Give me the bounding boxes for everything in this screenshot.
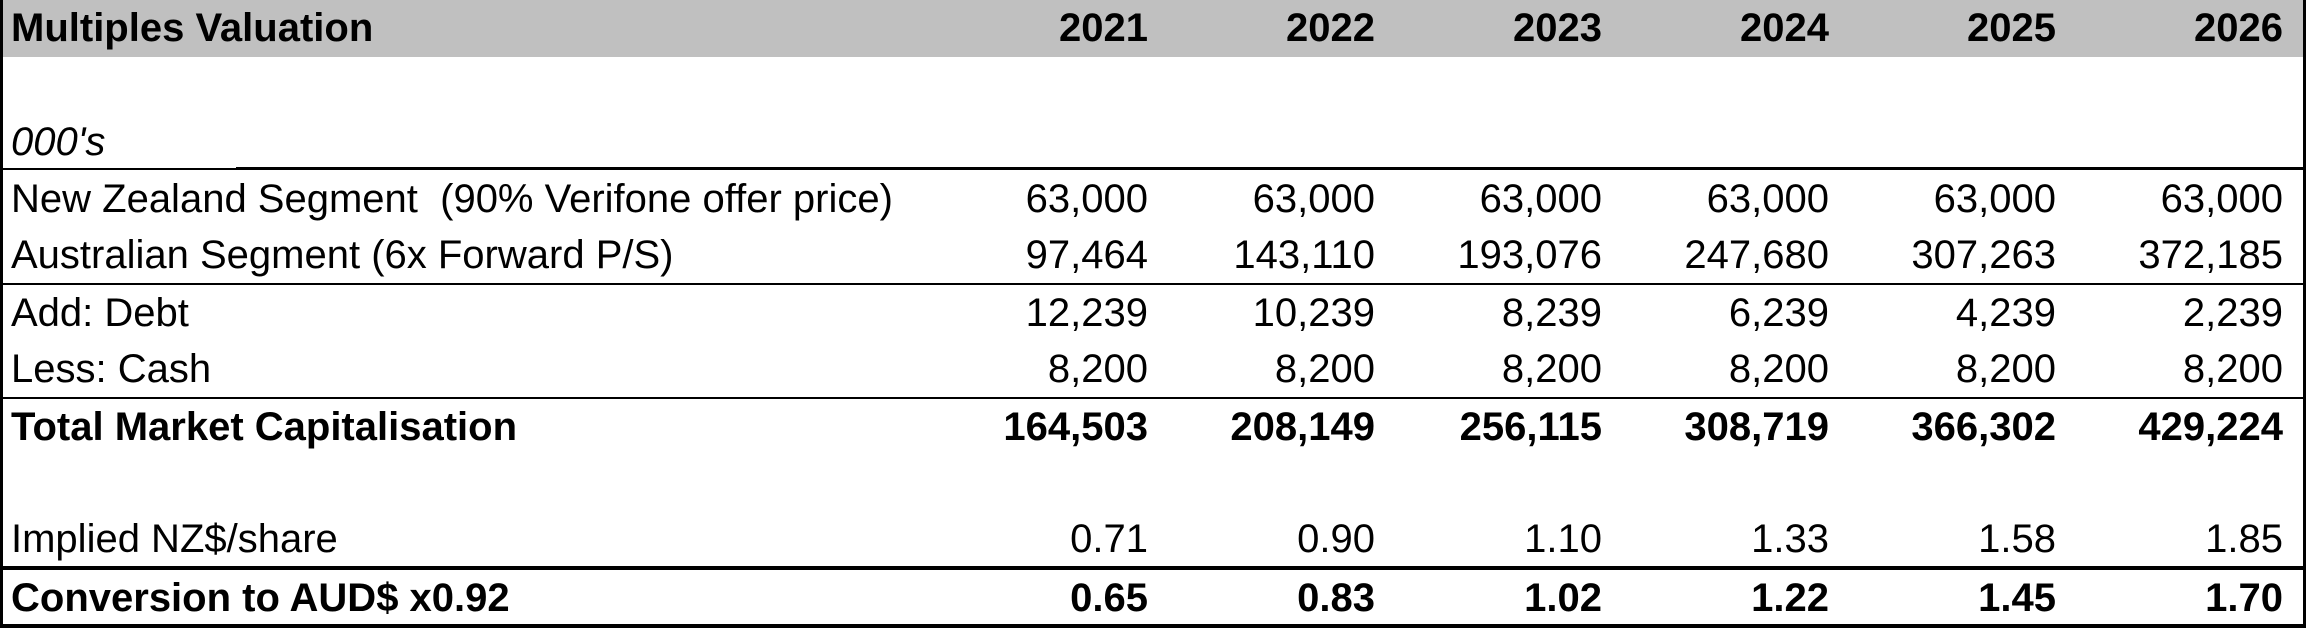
- cell[interactable]: 8,200: [1955, 347, 2056, 391]
- table-header-row: Multiples Valuation 2021 2022 2023 2024 …: [3, 0, 2303, 57]
- cell[interactable]: 1.70: [2205, 576, 2283, 620]
- cell[interactable]: 97,464: [1025, 233, 1148, 277]
- cell[interactable]: 247,680: [1684, 233, 1829, 277]
- cell[interactable]: 8,200: [1047, 347, 1148, 391]
- cell[interactable]: 0.83: [1297, 576, 1375, 620]
- cell[interactable]: 0.71: [1070, 517, 1148, 561]
- year-header-2026[interactable]: 2026: [2194, 6, 2283, 50]
- cell[interactable]: 6,239: [1728, 291, 1829, 335]
- cell[interactable]: 308,719: [1684, 405, 1829, 449]
- row-label[interactable]: Total Market Capitalisation: [11, 405, 518, 449]
- cell[interactable]: 63,000: [2160, 177, 2283, 221]
- table-title: Multiples Valuation: [11, 6, 374, 50]
- cell[interactable]: 307,263: [1911, 233, 2056, 277]
- cell[interactable]: 12,239: [1025, 291, 1148, 335]
- cell[interactable]: 1.02: [1524, 576, 1602, 620]
- table-row-less-cash: Less: Cash 8,200 8,200 8,200 8,200 8,200…: [3, 342, 2303, 399]
- row-label[interactable]: Implied NZ$/share: [11, 517, 338, 561]
- cell[interactable]: 1.22: [1751, 576, 1829, 620]
- year-header-2023[interactable]: 2023: [1513, 6, 1602, 50]
- table-row-add-debt: Add: Debt 12,239 10,239 8,239 6,239 4,23…: [3, 285, 2303, 342]
- row-label[interactable]: New Zealand Segment (90% Verifone offer …: [11, 177, 893, 221]
- row-label[interactable]: Australian Segment (6x Forward P/S): [11, 233, 674, 277]
- cell[interactable]: 0.90: [1297, 517, 1375, 561]
- cell[interactable]: 8,200: [1274, 347, 1375, 391]
- cell[interactable]: 1.10: [1524, 517, 1602, 561]
- cell[interactable]: 164,503: [1003, 405, 1148, 449]
- cell[interactable]: 1.58: [1978, 517, 2056, 561]
- cell[interactable]: 63,000: [1706, 177, 1829, 221]
- table-row-nz-segment: New Zealand Segment (90% Verifone offer …: [3, 171, 2303, 228]
- cell[interactable]: 1.33: [1751, 517, 1829, 561]
- cell[interactable]: 208,149: [1230, 405, 1375, 449]
- cell[interactable]: 366,302: [1911, 405, 2056, 449]
- row-label[interactable]: Add: Debt: [11, 291, 189, 335]
- cell[interactable]: 8,200: [1728, 347, 1829, 391]
- table-row-total-market-cap: Total Market Capitalisation 164,503 208,…: [3, 399, 2303, 456]
- blank-row: [3, 456, 2303, 513]
- cell[interactable]: 2,239: [2182, 291, 2283, 335]
- row-label[interactable]: Less: Cash: [11, 347, 212, 391]
- cell[interactable]: 429,224: [2138, 405, 2283, 449]
- year-header-2022[interactable]: 2022: [1286, 6, 1375, 50]
- cell[interactable]: 4,239: [1955, 291, 2056, 335]
- cell[interactable]: 8,200: [1501, 347, 1602, 391]
- cell[interactable]: 256,115: [1459, 405, 1602, 449]
- cell[interactable]: 63,000: [1025, 177, 1148, 221]
- ruled-line-thick: [236, 167, 2303, 170]
- units-label[interactable]: 000's: [11, 120, 106, 164]
- ruled-line-thin: [3, 168, 236, 170]
- cell[interactable]: 8,200: [2182, 347, 2283, 391]
- year-header-2025[interactable]: 2025: [1967, 6, 2056, 50]
- cell[interactable]: 1.85: [2205, 517, 2283, 561]
- table-row-implied-nzd-share: Implied NZ$/share 0.71 0.90 1.10 1.33 1.…: [3, 513, 2303, 570]
- table-row-conversion-aud: Conversion to AUD$ x0.92 0.65 0.83 1.02 …: [3, 570, 2303, 624]
- blank-row: [3, 57, 2303, 114]
- cell[interactable]: 1.45: [1978, 576, 2056, 620]
- units-row: 000's: [3, 114, 2303, 171]
- cell[interactable]: 0.65: [1070, 576, 1148, 620]
- cell[interactable]: 143,110: [1233, 233, 1375, 277]
- cell[interactable]: 193,076: [1457, 233, 1602, 277]
- cell[interactable]: 63,000: [1252, 177, 1375, 221]
- year-header-2024[interactable]: 2024: [1740, 6, 1829, 50]
- cell[interactable]: 372,185: [2138, 233, 2283, 277]
- row-label[interactable]: Conversion to AUD$ x0.92: [11, 576, 510, 620]
- year-header-2021[interactable]: 2021: [1059, 6, 1148, 50]
- cell[interactable]: 8,239: [1501, 291, 1602, 335]
- cell[interactable]: 63,000: [1479, 177, 1602, 221]
- cell[interactable]: 63,000: [1933, 177, 2056, 221]
- table-row-au-segment: Australian Segment (6x Forward P/S) 97,4…: [3, 228, 2303, 285]
- cell[interactable]: 10,239: [1252, 291, 1375, 335]
